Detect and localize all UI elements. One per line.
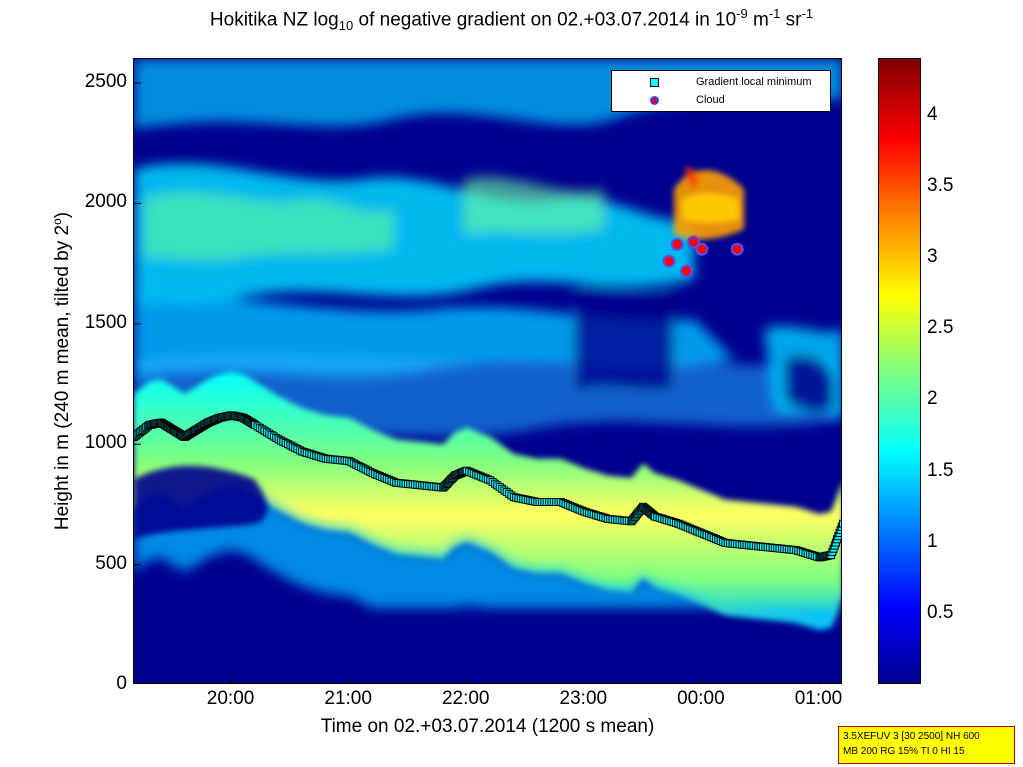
settings-info-box: 3.5XEFUV 3 [30 2500] NH 600 MB 200 RG 15… [838, 726, 1015, 764]
y-tick-label: 500 [95, 552, 127, 574]
lower-layer-band [134, 482, 841, 625]
colorbar-tick-label: 4 [927, 103, 938, 125]
heatmap-plot [134, 59, 841, 683]
y-tick-label: 2500 [84, 71, 127, 93]
x-axis-label: Time on 02.+03.07.2014 (1200 s mean) [320, 716, 655, 737]
minimum-marker [839, 519, 841, 528]
info-line-2: MB 200 RG 15% TI 0 HI 15 [843, 746, 965, 757]
square-marker-icon [650, 78, 659, 87]
x-tick-label: 00:00 [677, 688, 725, 709]
cloud-marker [670, 237, 684, 251]
colorbar-tick-label: 2 [927, 388, 938, 410]
x-tick-label: 23:00 [559, 688, 608, 709]
x-tick-label: 21:00 [324, 688, 372, 709]
cloud-marker [687, 235, 701, 249]
cloud-marker [680, 264, 694, 278]
y-tick-label: 1000 [84, 432, 127, 454]
colorbar-tick-label: 1 [927, 530, 938, 552]
cloud-marker [730, 242, 744, 256]
circle-marker-icon [650, 96, 659, 105]
x-tick-label: 22:00 [441, 688, 490, 709]
colorbar [878, 58, 921, 684]
aerosol-layer-band [134, 372, 841, 630]
colorbar-tick-label: 2.5 [927, 317, 954, 339]
colorbar-tick-label: 0.5 [927, 601, 954, 623]
colorbar-tick-label: 3 [927, 246, 938, 268]
plot-area [133, 58, 842, 684]
legend-entry-minimum: Gradient local minimum [612, 75, 830, 91]
cloud-marker [695, 242, 709, 256]
low-gap-region [134, 465, 268, 539]
y-tick-label: 1500 [84, 311, 127, 333]
y-tick-label: 2000 [84, 191, 127, 213]
cloud-marker [662, 254, 676, 268]
y-tick-label: 0 [116, 673, 127, 694]
legend-label: Gradient local minimum [696, 76, 812, 88]
x-tick-label: 20:00 [206, 688, 255, 709]
x-tick-label: 01:00 [794, 688, 843, 709]
cloud-markers [662, 235, 744, 278]
chart-title: Hokitika NZ log10 of negative gradient o… [209, 6, 814, 34]
legend-entry-cloud: Cloud [612, 93, 830, 109]
colorbar-tick-label: 1.5 [927, 459, 954, 481]
colorbar-tick-label: 3.5 [927, 175, 954, 197]
heatmap-texture [134, 59, 841, 439]
y-axis-label: Height in m (240 m mean, tilted by 2o) [49, 211, 74, 531]
info-line-1: 3.5XEFUV 3 [30 2500] NH 600 [843, 731, 980, 742]
legend: Gradient local minimum Cloud [611, 70, 831, 112]
cloud-region [674, 167, 744, 240]
minima-markers [134, 411, 841, 562]
legend-label: Cloud [696, 94, 725, 106]
